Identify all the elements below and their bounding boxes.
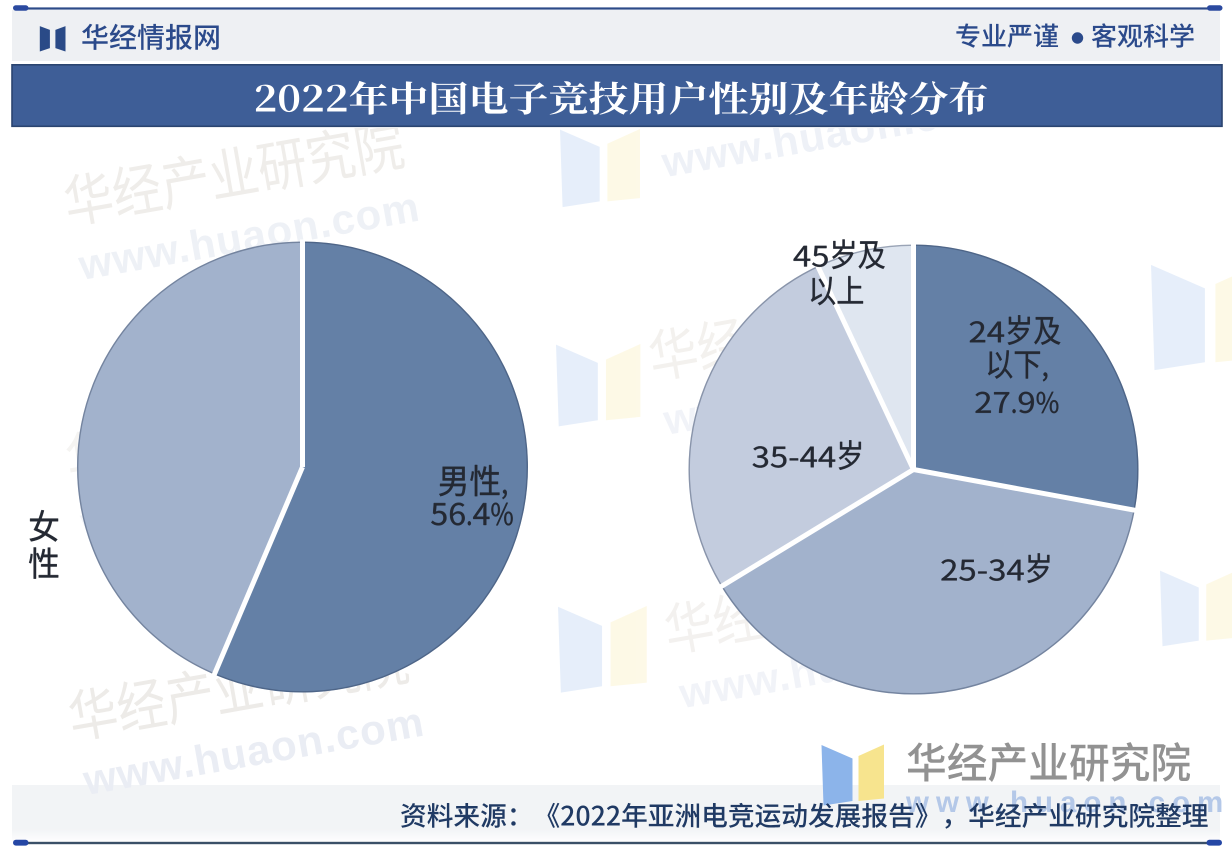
svg-text:www.huaon.com: www.huaon.com	[905, 786, 1230, 819]
